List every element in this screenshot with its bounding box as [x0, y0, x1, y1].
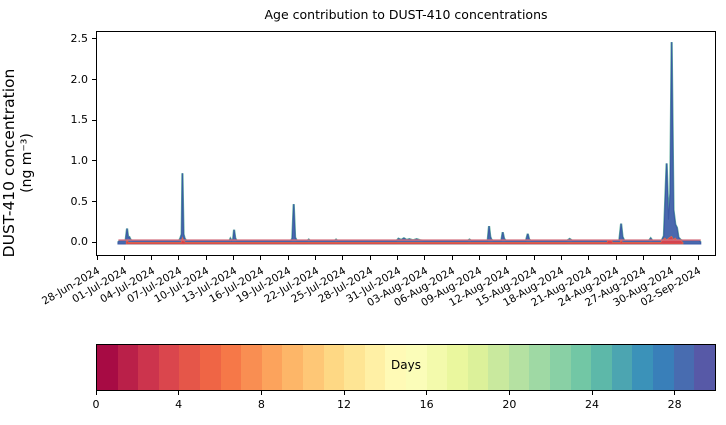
colorbar-tick-label: 12 — [337, 398, 351, 411]
y-tick-mark — [92, 38, 96, 40]
old-age-series-edge-accent — [117, 42, 702, 244]
colorbar-segment — [199, 345, 221, 390]
colorbar-tick-label: 20 — [502, 398, 517, 411]
x-tick-mark — [533, 256, 535, 260]
colorbar-segment — [467, 345, 489, 390]
y-tick-mark — [92, 241, 96, 243]
y-tick-mark — [92, 119, 96, 121]
x-tick-mark — [123, 256, 125, 260]
y-tick-mark — [92, 201, 96, 203]
y-tick-mark — [92, 160, 96, 162]
y-tick-label: 2.0 — [70, 72, 89, 86]
colorbar-tick-mark — [260, 391, 262, 395]
colorbar-segment — [344, 345, 365, 390]
colorbar-tick-mark — [674, 391, 676, 395]
colorbar-segment — [488, 345, 509, 390]
y-tick-mark — [92, 79, 96, 81]
colorbar-segment — [508, 345, 530, 390]
y-axis-label: DUST-410 concentration (ng m⁻³) — [0, 33, 62, 293]
colorbar-tick-label: 0 — [92, 398, 100, 411]
plot-area — [96, 31, 716, 256]
x-tick-mark — [397, 256, 399, 260]
colorbar-segment — [158, 345, 180, 390]
colorbar-segment — [117, 345, 139, 390]
x-tick-mark — [451, 256, 453, 260]
x-tick-mark — [560, 256, 562, 260]
colorbar-tick-mark — [426, 391, 428, 395]
x-tick-mark — [670, 256, 672, 260]
colorbar-segment — [385, 345, 406, 390]
colorbar-tick-mark — [95, 391, 97, 395]
colorbar-tick-mark — [508, 391, 510, 395]
colorbar-segment — [426, 345, 448, 390]
x-tick-mark — [369, 256, 371, 260]
x-tick-mark — [478, 256, 480, 260]
colorbar-segment — [632, 345, 654, 390]
colorbar-tick-mark — [178, 391, 180, 395]
colorbar-segment — [220, 345, 242, 390]
old-age-series-area — [117, 42, 702, 245]
colorbar-segment — [570, 345, 592, 390]
x-tick-mark — [205, 256, 207, 260]
x-tick-mark — [96, 256, 98, 260]
colorbar-tick-label: 8 — [257, 398, 265, 411]
x-tick-mark — [342, 256, 344, 260]
x-tick-mark — [424, 256, 426, 260]
x-tick-mark — [588, 256, 590, 260]
colorbar-segment — [261, 345, 283, 390]
colorbar-segment — [673, 345, 695, 390]
colorbar-segment — [529, 345, 551, 390]
colorbar-tick-label: 4 — [175, 398, 183, 411]
colorbar-tick-mark — [343, 391, 345, 395]
colorbar-segment — [179, 345, 200, 390]
x-tick-mark — [642, 256, 644, 260]
plot-canvas — [117, 42, 702, 245]
y-tick-label: 0.0 — [70, 235, 89, 249]
x-tick-mark — [506, 256, 508, 260]
colorbar-segment — [653, 345, 674, 390]
colorbar-segment — [138, 345, 159, 390]
x-tick-mark — [697, 256, 699, 260]
x-tick-mark — [287, 256, 289, 260]
y-tick-label: 2.5 — [70, 31, 89, 45]
colorbar-segment — [694, 345, 715, 390]
x-tick-mark — [178, 256, 180, 260]
y-axis-label-line2: (ng m⁻³) — [19, 133, 36, 193]
colorbar-segment — [241, 345, 262, 390]
x-tick-mark — [260, 256, 262, 260]
colorbar-segment — [282, 345, 303, 390]
colorbar-segment — [97, 345, 118, 390]
y-tick-label: 1.0 — [70, 153, 89, 167]
y-axis-label-line1: DUST-410 concentration — [0, 68, 18, 258]
colorbar-segment — [405, 345, 427, 390]
colorbar-segment — [364, 345, 386, 390]
x-tick-mark — [151, 256, 153, 260]
colorbar-segment — [323, 345, 345, 390]
colorbar-segment — [447, 345, 468, 390]
colorbar — [96, 344, 716, 391]
y-tick-label: 1.5 — [70, 113, 89, 127]
colorbar-tick-label: 16 — [419, 398, 434, 411]
colorbar-segment — [611, 345, 633, 390]
colorbar-tick-label: 28 — [667, 398, 682, 411]
chart-title: Age contribution to DUST-410 concentrati… — [264, 7, 548, 22]
y-tick-label: 0.5 — [70, 194, 89, 208]
colorbar-segment — [550, 345, 571, 390]
colorbar-segment — [302, 345, 324, 390]
x-tick-mark — [233, 256, 235, 260]
colorbar-tick-label: 24 — [585, 398, 599, 411]
colorbar-tick-mark — [591, 391, 593, 395]
x-tick-mark — [615, 256, 617, 260]
x-tick-mark — [315, 256, 317, 260]
colorbar-segment — [591, 345, 612, 390]
